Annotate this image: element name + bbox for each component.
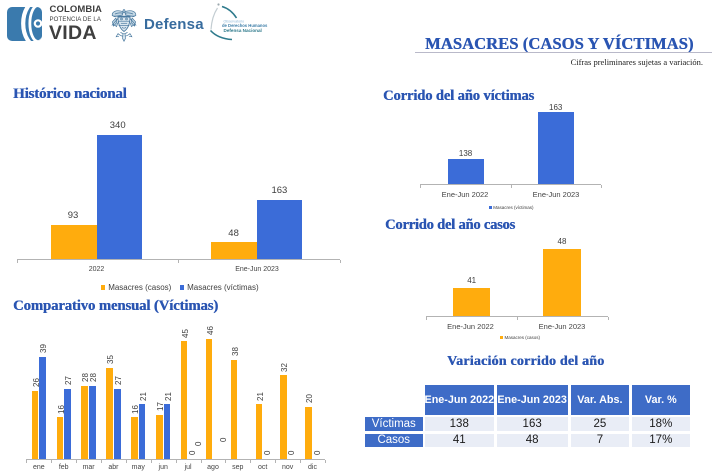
svg-text:de Derechos Humanos: de Derechos Humanos (222, 23, 268, 28)
svg-text:Defensa Nacional: Defensa Nacional (224, 28, 262, 33)
svg-text:Observatorio: Observatorio (224, 20, 245, 24)
